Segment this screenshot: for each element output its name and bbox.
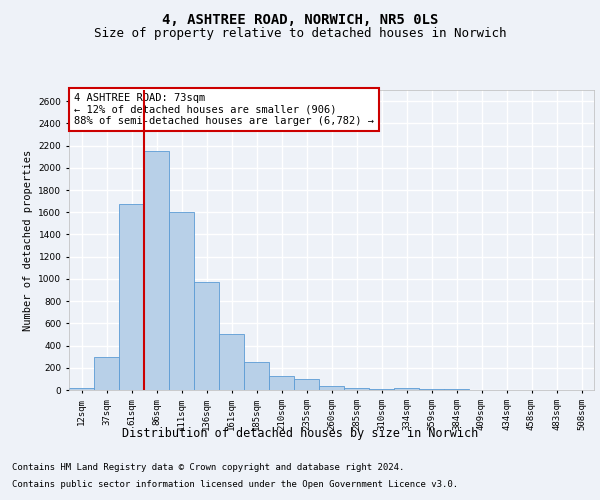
Bar — [219, 334, 244, 390]
Bar — [394, 388, 419, 390]
Bar — [94, 356, 119, 390]
Bar — [69, 388, 94, 390]
Text: Contains public sector information licensed under the Open Government Licence v3: Contains public sector information licen… — [12, 480, 458, 489]
Text: Size of property relative to detached houses in Norwich: Size of property relative to detached ho… — [94, 28, 506, 40]
Bar — [194, 282, 219, 390]
Bar — [294, 378, 319, 390]
Bar — [319, 386, 344, 390]
Text: 4 ASHTREE ROAD: 73sqm
← 12% of detached houses are smaller (906)
88% of semi-det: 4 ASHTREE ROAD: 73sqm ← 12% of detached … — [74, 93, 374, 126]
Text: 4, ASHTREE ROAD, NORWICH, NR5 0LS: 4, ASHTREE ROAD, NORWICH, NR5 0LS — [162, 12, 438, 26]
Y-axis label: Number of detached properties: Number of detached properties — [23, 150, 33, 330]
Bar — [369, 389, 394, 390]
Bar — [344, 388, 369, 390]
Bar — [144, 151, 169, 390]
Text: Contains HM Land Registry data © Crown copyright and database right 2024.: Contains HM Land Registry data © Crown c… — [12, 462, 404, 471]
Bar — [119, 204, 144, 390]
Bar — [169, 212, 194, 390]
Bar — [244, 362, 269, 390]
Bar — [269, 376, 294, 390]
Text: Distribution of detached houses by size in Norwich: Distribution of detached houses by size … — [122, 428, 478, 440]
